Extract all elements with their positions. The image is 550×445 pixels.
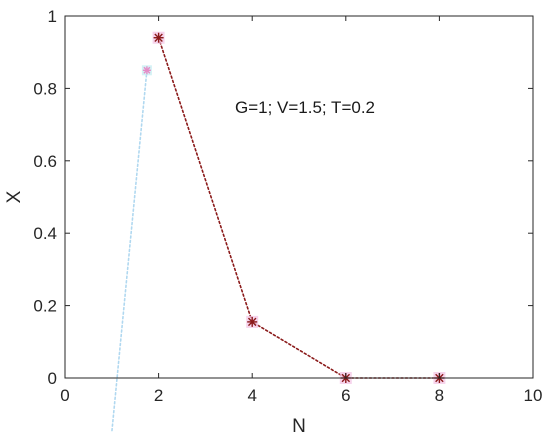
- y-tick-label: 0.4: [33, 224, 57, 243]
- x-tick-label: 6: [341, 386, 350, 405]
- marker-stroke: [247, 317, 257, 327]
- y-tick-label: 0.2: [33, 297, 57, 316]
- annotation-text: G=1; V=1.5; T=0.2: [235, 98, 375, 117]
- y-tick-label: 0: [48, 369, 57, 388]
- y-tick-label: 0.6: [33, 152, 57, 171]
- y-tick-label: 1: [48, 7, 57, 26]
- x-tick-label: 0: [60, 386, 69, 405]
- x-tick-label: 2: [154, 386, 163, 405]
- series-2-point: [141, 65, 152, 76]
- x-tick-label: 8: [435, 386, 444, 405]
- x-axis-label: N: [292, 416, 306, 437]
- plot-area: [65, 16, 533, 378]
- y-axis-label: X: [4, 190, 25, 203]
- y-tick-label: 0.8: [33, 79, 57, 98]
- x-tick-label: 10: [524, 386, 543, 405]
- marker-stroke: [143, 66, 151, 74]
- x-tick-label: 4: [247, 386, 256, 405]
- series-1-point: [246, 315, 259, 328]
- series-1-point: [152, 31, 165, 44]
- tick-layer: 0 2 4 6 8 10 0 0.2 0.4 0.6 0.8 1: [33, 7, 542, 405]
- series-2-line: [111, 69, 148, 434]
- marker-stroke: [154, 33, 163, 42]
- plot-frame: [64, 15, 534, 379]
